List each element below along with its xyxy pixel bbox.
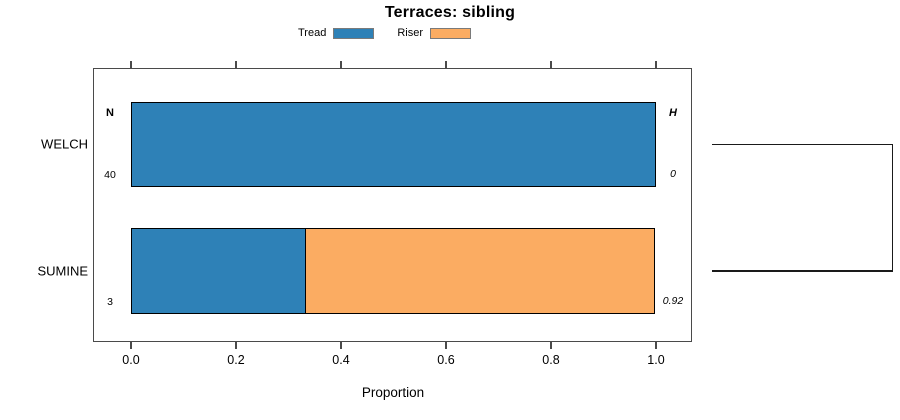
x-tick-top [130,61,132,68]
category-label-welch: WELCH [41,136,88,152]
stacked-bar-welch [131,101,656,187]
h-value-sumine: 0.92 [662,294,684,307]
x-tick-bottom [130,342,132,349]
category-label-sumine: SUMINE [37,263,88,279]
legend-label: Tread [298,27,327,39]
legend-label: Riser [397,27,423,39]
x-tick-top [235,61,237,68]
bar-segment-tread [131,101,656,187]
legend-swatch-riser [430,27,471,39]
x-tick-top [340,61,342,68]
x-tick-label: 0.2 [227,353,245,367]
h-value-welch: 0 [670,168,676,180]
legend-swatch-tread [333,27,375,39]
x-tick-label: 0.4 [332,353,350,367]
bar-segment-tread [131,228,306,314]
dendrogram-joint [891,143,893,272]
x-axis-title: Proportion [361,385,425,400]
x-tick-bottom [235,342,237,349]
bar-segment-riser [304,228,655,314]
h-column-header: H [669,107,677,119]
x-tick-bottom [550,342,552,349]
x-tick-bottom [655,342,657,349]
chart-title: Terraces: sibling [384,4,516,21]
dendrogram-branch [712,270,893,272]
x-tick-bottom [445,342,447,349]
x-tick-top [655,61,657,68]
legend-item-tread: Tread [298,27,375,39]
dendrogram-branch [712,143,893,145]
legend-item-riser: Riser [397,27,471,39]
x-tick-label: 0.6 [437,353,455,367]
x-tick-top [445,61,447,68]
x-tick-bottom [340,342,342,349]
stacked-bar-sumine [131,228,656,314]
n-value-welch: 40 [104,169,116,181]
x-tick-label: 0.0 [122,353,140,367]
x-tick-top [550,61,552,68]
legend: Tread Riser [298,25,471,41]
n-value-sumine: 3 [107,295,113,308]
n-column-header: N [106,107,114,119]
x-tick-label: 0.8 [542,353,560,367]
x-tick-label: 1.0 [647,353,665,367]
